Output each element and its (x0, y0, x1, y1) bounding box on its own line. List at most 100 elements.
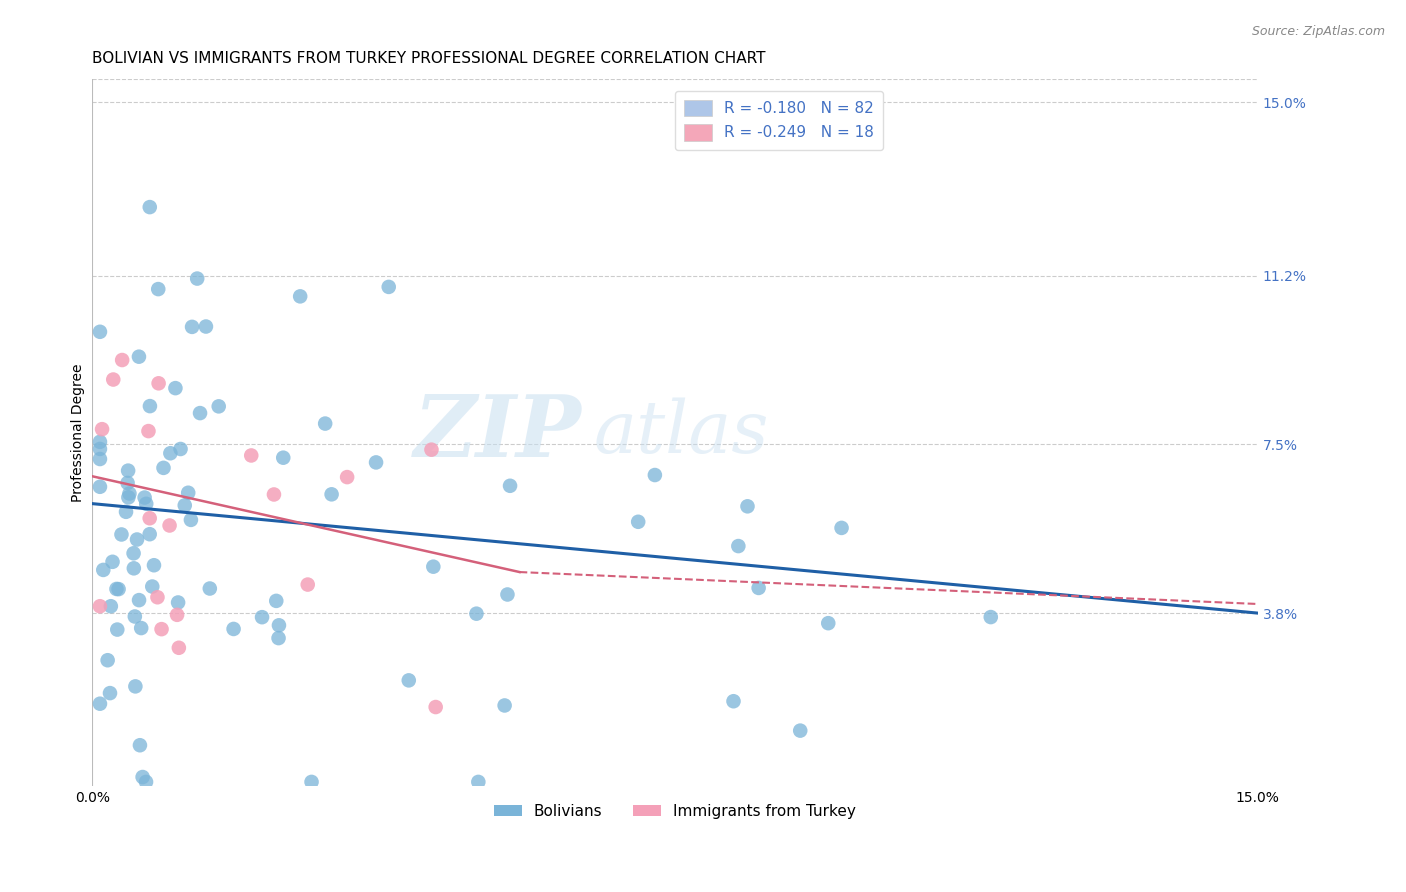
Point (267, 631, 290, 645)
Point (425, 700, 447, 714)
Point (173, 499, 195, 513)
Point (194, 319, 217, 334)
Point (496, 587, 519, 601)
Point (377, 280, 399, 294)
Point (271, 450, 294, 465)
Point (91, 563, 114, 577)
Point (737, 500, 759, 514)
Point (91, 422, 114, 436)
Point (100, 599, 122, 614)
Point (117, 491, 139, 505)
Point (148, 376, 170, 391)
Point (124, 679, 146, 693)
Point (297, 577, 319, 591)
Point (89, 452, 111, 467)
Point (111, 353, 134, 368)
Point (134, 491, 156, 505)
Point (122, 561, 145, 575)
Point (288, 289, 311, 303)
Point (117, 475, 139, 490)
Point (139, 399, 162, 413)
Point (107, 582, 129, 596)
Point (188, 406, 211, 420)
Point (135, 775, 157, 789)
Point (240, 449, 263, 463)
Point (831, 521, 853, 535)
Point (159, 446, 181, 460)
Point (89, 599, 111, 614)
Point (105, 623, 128, 637)
Point (169, 442, 191, 456)
Point (494, 698, 516, 713)
Point (181, 319, 204, 334)
Point (115, 505, 138, 519)
Point (101, 555, 124, 569)
Text: Source: ZipAtlas.com: Source: ZipAtlas.com (1251, 25, 1385, 38)
Point (817, 616, 839, 631)
Point (148, 282, 170, 296)
Point (135, 497, 157, 511)
Point (152, 461, 174, 475)
Point (97, 653, 120, 667)
Point (177, 485, 200, 500)
Point (167, 595, 190, 609)
Point (208, 400, 231, 414)
Text: BOLIVIAN VS IMMIGRANTS FROM TURKEY PROFESSIONAL DEGREE CORRELATION CHART: BOLIVIAN VS IMMIGRANTS FROM TURKEY PROFE… (93, 51, 766, 66)
Point (138, 511, 160, 525)
Point (110, 527, 132, 541)
Point (138, 424, 160, 438)
Point (420, 442, 443, 457)
Point (364, 455, 387, 469)
Point (128, 593, 150, 607)
Point (128, 350, 150, 364)
Text: ZIP: ZIP (413, 392, 582, 475)
Point (146, 591, 169, 605)
Point (499, 479, 522, 493)
Text: atlas: atlas (593, 398, 769, 468)
Legend: Bolivians, Immigrants from Turkey: Bolivians, Immigrants from Turkey (488, 797, 862, 825)
Point (467, 775, 489, 789)
Point (117, 464, 139, 478)
Point (422, 559, 444, 574)
Point (125, 533, 148, 547)
Point (89, 325, 111, 339)
Point (124, 609, 146, 624)
Point (723, 694, 745, 708)
Point (166, 607, 188, 622)
Point (89, 480, 111, 494)
Point (167, 640, 190, 655)
Point (727, 539, 749, 553)
Point (131, 770, 153, 784)
Point (748, 581, 770, 595)
Point (141, 580, 163, 594)
Point (143, 558, 166, 573)
Point (264, 594, 287, 608)
Point (129, 621, 152, 635)
Point (789, 723, 811, 738)
Point (103, 372, 125, 386)
Point (129, 738, 152, 752)
Point (159, 518, 181, 533)
Point (139, 200, 162, 214)
Point (165, 381, 187, 395)
Point (250, 610, 273, 624)
Point (644, 468, 666, 483)
Point (398, 673, 420, 688)
Point (150, 622, 173, 636)
Y-axis label: Professional Degree: Professional Degree (72, 364, 86, 502)
Point (118, 486, 141, 500)
Point (627, 515, 650, 529)
Point (263, 487, 285, 501)
Point (180, 513, 202, 527)
Point (89, 442, 111, 456)
Point (198, 582, 221, 596)
Point (465, 607, 488, 621)
Point (222, 622, 245, 636)
Point (89, 434, 111, 449)
Point (138, 527, 160, 541)
Point (122, 546, 145, 560)
Point (98, 686, 121, 700)
Point (186, 271, 208, 285)
Point (105, 582, 128, 596)
Point (301, 775, 323, 789)
